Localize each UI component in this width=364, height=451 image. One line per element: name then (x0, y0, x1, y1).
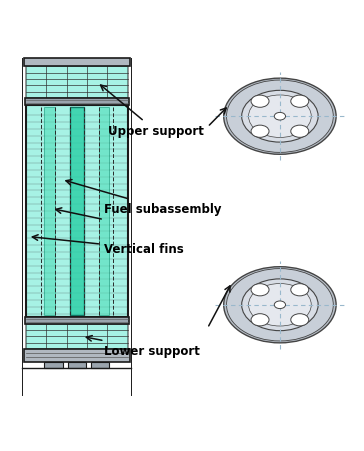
Text: Fuel subassembly: Fuel subassembly (66, 180, 222, 216)
Bar (25, 99, 129, 106)
Bar (99, 107, 109, 316)
Ellipse shape (251, 126, 269, 138)
Ellipse shape (251, 284, 269, 296)
Ellipse shape (224, 267, 336, 343)
Bar (26, 106, 128, 318)
Ellipse shape (242, 91, 318, 143)
Text: Lower support: Lower support (86, 336, 200, 357)
Bar (26, 324, 128, 349)
Bar (24, 59, 130, 67)
Ellipse shape (274, 301, 285, 309)
Ellipse shape (251, 314, 269, 326)
Bar (26, 67, 128, 99)
Bar (26, 106, 128, 318)
Text: Vertical fins: Vertical fins (32, 235, 184, 256)
Ellipse shape (226, 81, 333, 153)
Ellipse shape (249, 96, 311, 138)
Bar (24, 349, 130, 362)
Text: Upper support: Upper support (100, 86, 203, 138)
Ellipse shape (226, 269, 333, 341)
Ellipse shape (242, 279, 318, 331)
Bar (70, 107, 84, 316)
Ellipse shape (224, 79, 336, 155)
Bar (91, 362, 109, 368)
Ellipse shape (274, 113, 285, 121)
Ellipse shape (291, 126, 309, 138)
Bar (25, 318, 129, 324)
Bar (68, 362, 86, 368)
Ellipse shape (291, 314, 309, 326)
Ellipse shape (291, 284, 309, 296)
Bar (44, 107, 55, 316)
Ellipse shape (251, 96, 269, 108)
Bar (44, 362, 63, 368)
Ellipse shape (249, 284, 311, 326)
Ellipse shape (291, 96, 309, 108)
